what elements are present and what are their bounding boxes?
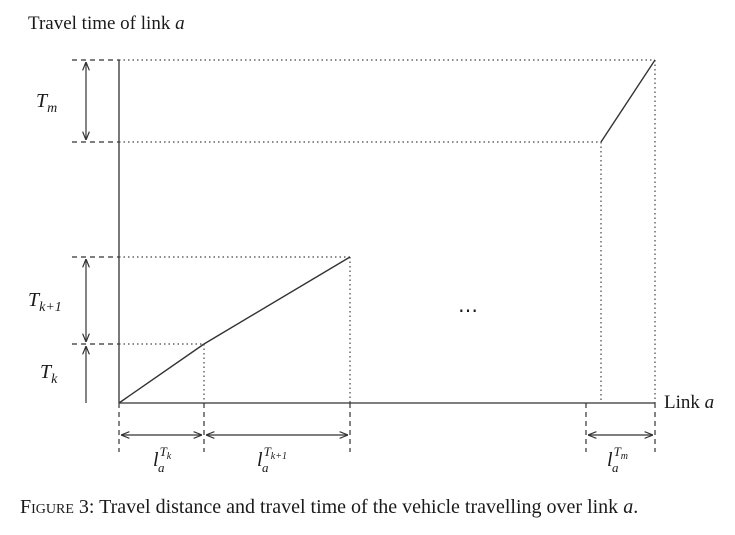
ellipsis: ⋯: [458, 300, 478, 322]
y-axis-label: Travel time of link a: [28, 13, 185, 34]
label-lk-sub: a: [158, 460, 165, 475]
figure-caption: Figure 3: Travel distance and travel tim…: [20, 496, 638, 518]
x-axis-label: Link a: [664, 392, 714, 413]
travel-line-m: [600, 59, 656, 143]
label-lm: lTm: [607, 444, 628, 471]
label-tk1: Tk+1: [28, 289, 62, 315]
travel-line-k: [118, 256, 351, 404]
label-tk: Tk: [40, 361, 58, 387]
label-lk1: lTk+1: [257, 444, 287, 471]
label-tm: Tm: [36, 90, 57, 116]
label-lk: lTk: [153, 444, 172, 471]
label-lk1-sub: a: [262, 460, 269, 475]
label-lm-sub: a: [612, 460, 619, 475]
